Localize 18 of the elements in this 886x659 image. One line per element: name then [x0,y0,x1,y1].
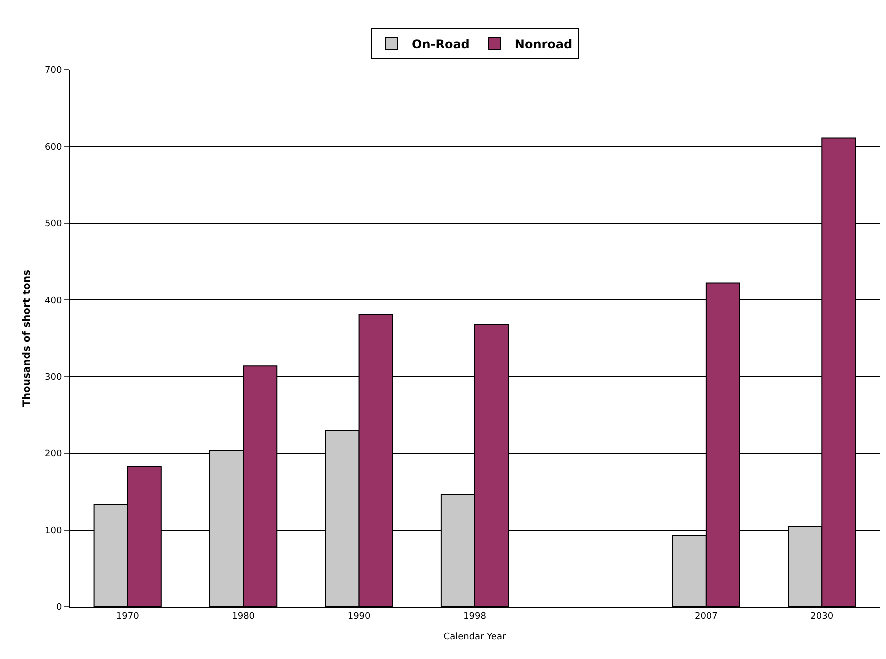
y-tick-label: 500 [45,220,62,230]
y-tick-label: 300 [45,373,62,384]
y-tick-label: 100 [45,526,62,536]
legend-label: Nonroad [514,37,573,52]
y-tick-label: 400 [45,296,62,306]
y-tick-label: 600 [45,142,62,153]
x-tick-label: 1990 [348,612,372,622]
x-tick-label: 1970 [116,612,140,622]
y-tick-label: 0 [56,603,62,614]
legend-label: On-Road [412,37,470,52]
x-axis-title: Calendar Year [444,632,506,643]
y-tick-label: 200 [45,450,62,460]
x-tick-label: 2007 [694,612,718,622]
x-tick-label: 1980 [232,612,256,622]
y-tick-label: 700 [45,66,62,76]
x-tick-label: 1998 [464,612,487,622]
x-tick-label: 2030 [810,612,834,622]
y-axis-title: Thousands of short tons [22,270,34,407]
